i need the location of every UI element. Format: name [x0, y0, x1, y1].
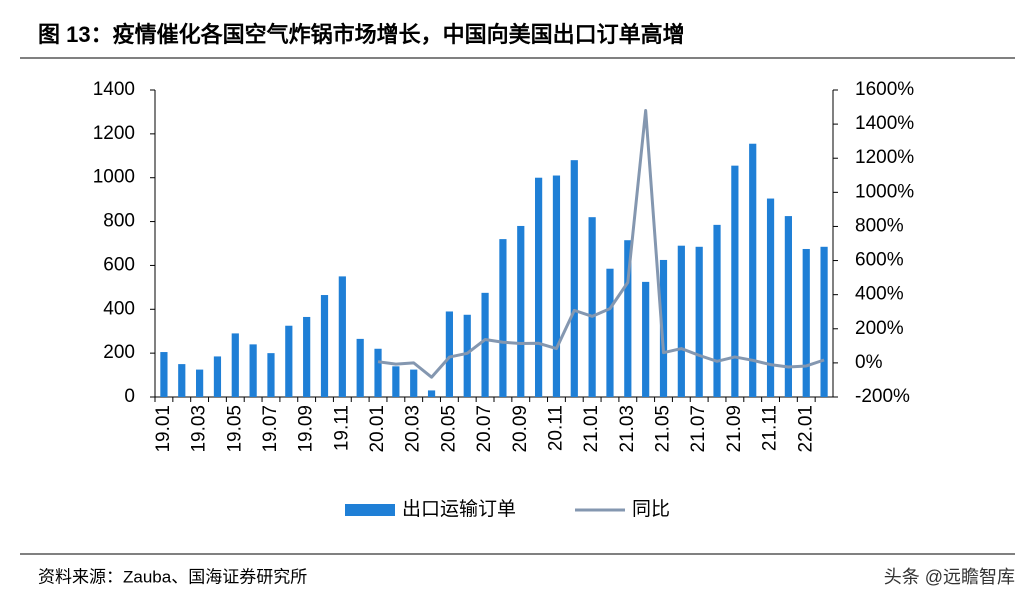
- y-tick-label: 1400: [93, 79, 135, 100]
- bar: [695, 246, 703, 397]
- bar: [731, 165, 739, 397]
- x-tick-label: 19.05: [224, 405, 245, 453]
- y-tick-label: 200: [103, 342, 135, 363]
- x-tick-label: 19.09: [296, 405, 317, 453]
- x-tick-label: 21.05: [653, 405, 674, 453]
- source: 资料来源：Zauba、国海证券研究所: [38, 567, 307, 586]
- bar: [766, 198, 775, 397]
- bar: [196, 369, 204, 397]
- y2-tick-label: 1600%: [855, 79, 914, 100]
- bar: [481, 292, 489, 397]
- bar: [303, 316, 311, 397]
- y2-tick-label: 0%: [855, 352, 883, 373]
- y2-tick-label: 800%: [855, 215, 904, 236]
- x-tick-label: 19.01: [153, 405, 174, 453]
- bar: [445, 311, 453, 397]
- watermark: 头条 @远瞻智库: [884, 567, 1015, 587]
- y-tick-label: 1200: [93, 123, 135, 144]
- chart-title: 图 13：疫情催化各国空气炸锅市场增长，中国向美国出口订单高增: [38, 22, 685, 47]
- bar: [784, 216, 792, 397]
- bar: [588, 217, 596, 397]
- bar: [535, 177, 543, 397]
- y2-tick-label: 400%: [855, 284, 904, 305]
- bar: [427, 390, 436, 397]
- y-tick-label: 400: [103, 298, 135, 319]
- legend-label: 出口运输订单: [402, 498, 516, 520]
- x-tick-label: 21.03: [617, 405, 638, 453]
- y-tick-label: 1000: [93, 167, 135, 188]
- bar: [499, 239, 507, 397]
- y-tick-label: 0: [124, 386, 135, 407]
- bar: [624, 240, 632, 397]
- x-tick-label: 19.03: [189, 405, 210, 453]
- bar: [285, 325, 293, 397]
- x-tick-label: 20.05: [438, 405, 459, 453]
- bar: [249, 344, 257, 397]
- bar: [213, 356, 222, 397]
- bar: [178, 364, 186, 397]
- bar: [802, 248, 810, 397]
- x-tick-label: 21.09: [724, 405, 745, 453]
- bar: [374, 348, 382, 397]
- bar: [231, 333, 239, 397]
- x-tick-label: 21.11: [760, 405, 781, 451]
- bar: [606, 268, 614, 397]
- y2-tick-label: -200%: [855, 386, 910, 407]
- bar: [160, 352, 168, 397]
- x-tick-label: 21.01: [581, 405, 602, 453]
- bar: [463, 314, 471, 397]
- bar: [642, 281, 650, 397]
- legend-label: 同比: [632, 498, 670, 520]
- y2-tick-label: 600%: [855, 250, 904, 271]
- y2-tick-label: 1400%: [855, 113, 914, 134]
- y-tick-label: 600: [103, 254, 135, 275]
- bar: [552, 175, 561, 397]
- bar: [267, 353, 275, 397]
- bar: [749, 143, 757, 397]
- y-tick-label: 800: [103, 211, 135, 232]
- x-tick-label: 19.11: [331, 405, 352, 451]
- bar: [820, 246, 828, 397]
- x-tick-label: 21.07: [688, 405, 709, 453]
- bar: [713, 224, 721, 397]
- bar: [392, 366, 400, 397]
- legend-swatch: [345, 504, 395, 516]
- y2-tick-label: 1000%: [855, 181, 914, 202]
- y2-tick-label: 200%: [855, 318, 904, 339]
- bar: [320, 295, 329, 397]
- y2-tick-label: 1200%: [855, 147, 914, 168]
- x-tick-label: 20.01: [367, 405, 388, 453]
- x-tick-label: 20.03: [403, 405, 424, 453]
- x-tick-label: 20.11: [545, 405, 566, 451]
- bar: [570, 160, 578, 397]
- bar: [517, 225, 525, 397]
- x-tick-label: 20.09: [510, 405, 531, 453]
- bar: [677, 245, 685, 397]
- bar: [356, 338, 364, 397]
- x-tick-label: 22.01: [795, 405, 816, 453]
- x-tick-label: 19.07: [260, 405, 281, 453]
- line: [377, 108, 825, 379]
- x-tick-label: 20.07: [474, 405, 495, 453]
- bar: [410, 369, 418, 397]
- bar: [338, 276, 346, 397]
- bar: [659, 259, 668, 397]
